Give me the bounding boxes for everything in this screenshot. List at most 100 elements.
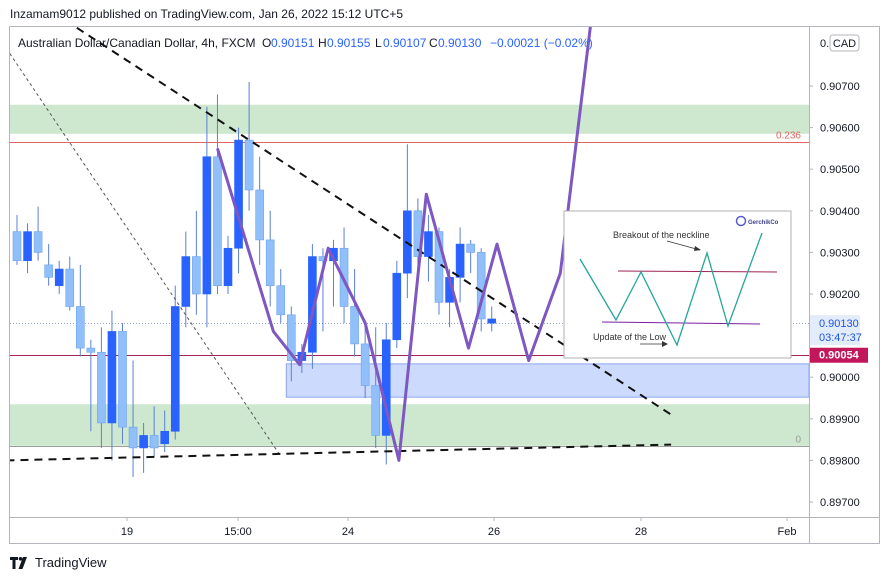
- candle-body: [128, 426, 138, 449]
- y-tick-label: 0.90500: [820, 164, 860, 176]
- gerchik-logo-icon: [735, 215, 747, 227]
- annotation-brand: GerchikCo: [748, 220, 779, 226]
- candle-body: [424, 231, 433, 257]
- candle: [65, 256, 75, 311]
- candle: [213, 94, 222, 294]
- candle-body: [265, 239, 275, 286]
- legend-open-label: O: [262, 36, 271, 50]
- candle: [360, 323, 370, 398]
- candle: [139, 422, 148, 473]
- candle-body: [192, 256, 201, 295]
- candle: [23, 223, 32, 274]
- annotation-low-line: [601, 321, 761, 325]
- currency-badge: [829, 34, 860, 52]
- y-tick-label: 0.89800: [820, 455, 860, 467]
- candle-body: [234, 139, 243, 249]
- candle: [118, 323, 127, 444]
- candle-body: [350, 306, 359, 345]
- descending-trendline: [73, 27, 672, 416]
- candle: [160, 410, 169, 453]
- legend-ohlc: O 0.90151 H 0.90155 L 0.90107 C 0.90130 …: [262, 36, 593, 50]
- footer: TradingView: [10, 555, 107, 570]
- candle: [255, 156, 264, 265]
- level-price-tag: 0.90054: [819, 350, 860, 362]
- current-price-tag: 0.90130: [819, 318, 859, 330]
- legend-close-value: 0.90130: [438, 36, 482, 50]
- candle: [76, 264, 85, 357]
- x-tick-label: 24: [342, 526, 354, 538]
- candle: [392, 260, 402, 349]
- legend-open-value: 0.90151: [271, 36, 315, 50]
- annotation-breakout-arrowhead: [694, 246, 701, 251]
- annotation-update-arrowhead: [662, 341, 668, 347]
- candle: [170, 285, 180, 440]
- y-tick-label: 0.90200: [820, 289, 860, 301]
- x-tick-label: 28: [635, 526, 647, 538]
- candle: [44, 244, 53, 286]
- y-tick-label: 0.89700: [820, 497, 860, 509]
- annotation-breakout-label: Breakout of the neckline: [613, 230, 710, 240]
- publish-line: Inzamam9012 published on TradingView.com…: [10, 7, 404, 21]
- candle: [487, 306, 497, 332]
- pattern-path: [216, 27, 592, 462]
- fib-0-line-label: 0: [795, 435, 801, 446]
- y-tick-label: 0.90400: [820, 206, 860, 218]
- y-tick-label: 0.90600: [820, 123, 860, 135]
- thin-diagonal-line: [10, 52, 282, 457]
- x-tick-label: 19: [121, 526, 133, 538]
- candle: [12, 214, 22, 265]
- candle-body: [65, 268, 75, 307]
- legend-close-label: C: [429, 36, 438, 50]
- candle-body: [244, 139, 254, 191]
- candle-body: [12, 231, 22, 262]
- candle: [466, 239, 475, 274]
- annotation-box[interactable]: GerchikCo Breakout of the neckline Updat…: [563, 210, 792, 359]
- candle: [424, 214, 433, 282]
- tradingview-logo-icon: [10, 556, 27, 569]
- candle-body: [223, 247, 233, 286]
- candle: [223, 235, 233, 294]
- candle-body: [139, 435, 148, 449]
- candle-body: [371, 385, 381, 436]
- annotation-resistance-line: [617, 270, 778, 273]
- legend-high-label: H: [318, 36, 327, 50]
- y-tick-label: 0.90700: [820, 81, 860, 93]
- legend-low-value: 0.90107: [383, 36, 427, 50]
- candle-body: [44, 264, 53, 278]
- annotation-update-label: Update of the Low: [593, 332, 667, 342]
- candle-body: [107, 331, 117, 424]
- candle: [192, 210, 201, 315]
- candle-body: [308, 256, 317, 353]
- candle-body: [97, 351, 106, 424]
- fib-0236-line-label: 0.236: [776, 131, 801, 142]
- candle: [202, 106, 212, 328]
- current-price-tag-bg: [810, 315, 860, 346]
- y-tick-label: 0.90300: [820, 247, 860, 259]
- chart-frame: [9, 26, 880, 544]
- candle-body: [276, 285, 286, 316]
- candle-body: [487, 318, 497, 324]
- legend-symbol: Australian Dollar/Canadian Dollar, 4h, F…: [18, 36, 255, 50]
- candle-body: [118, 331, 127, 428]
- candle: [149, 406, 159, 457]
- candle-body: [181, 256, 191, 307]
- x-tick-label: Feb: [778, 526, 797, 538]
- candle: [234, 127, 243, 274]
- candle-body: [23, 231, 32, 262]
- candle: [371, 327, 381, 448]
- x-tick-label: 26: [488, 526, 500, 538]
- candle-body: [160, 430, 169, 445]
- current-price-tag-countdown: 03:47:37: [819, 332, 862, 344]
- annotation-breakout-text: Breakout of the neckline: [613, 230, 710, 240]
- candle-body: [213, 156, 222, 286]
- candle-body: [76, 306, 85, 349]
- level-price-tag-bg: [810, 347, 868, 363]
- candle-body: [392, 272, 402, 341]
- candle-body: [170, 306, 180, 432]
- candle-body: [86, 347, 96, 353]
- candle-body: [33, 231, 43, 253]
- candle-body: [466, 243, 475, 253]
- footer-brand: TradingView: [35, 555, 107, 570]
- candle: [54, 260, 64, 294]
